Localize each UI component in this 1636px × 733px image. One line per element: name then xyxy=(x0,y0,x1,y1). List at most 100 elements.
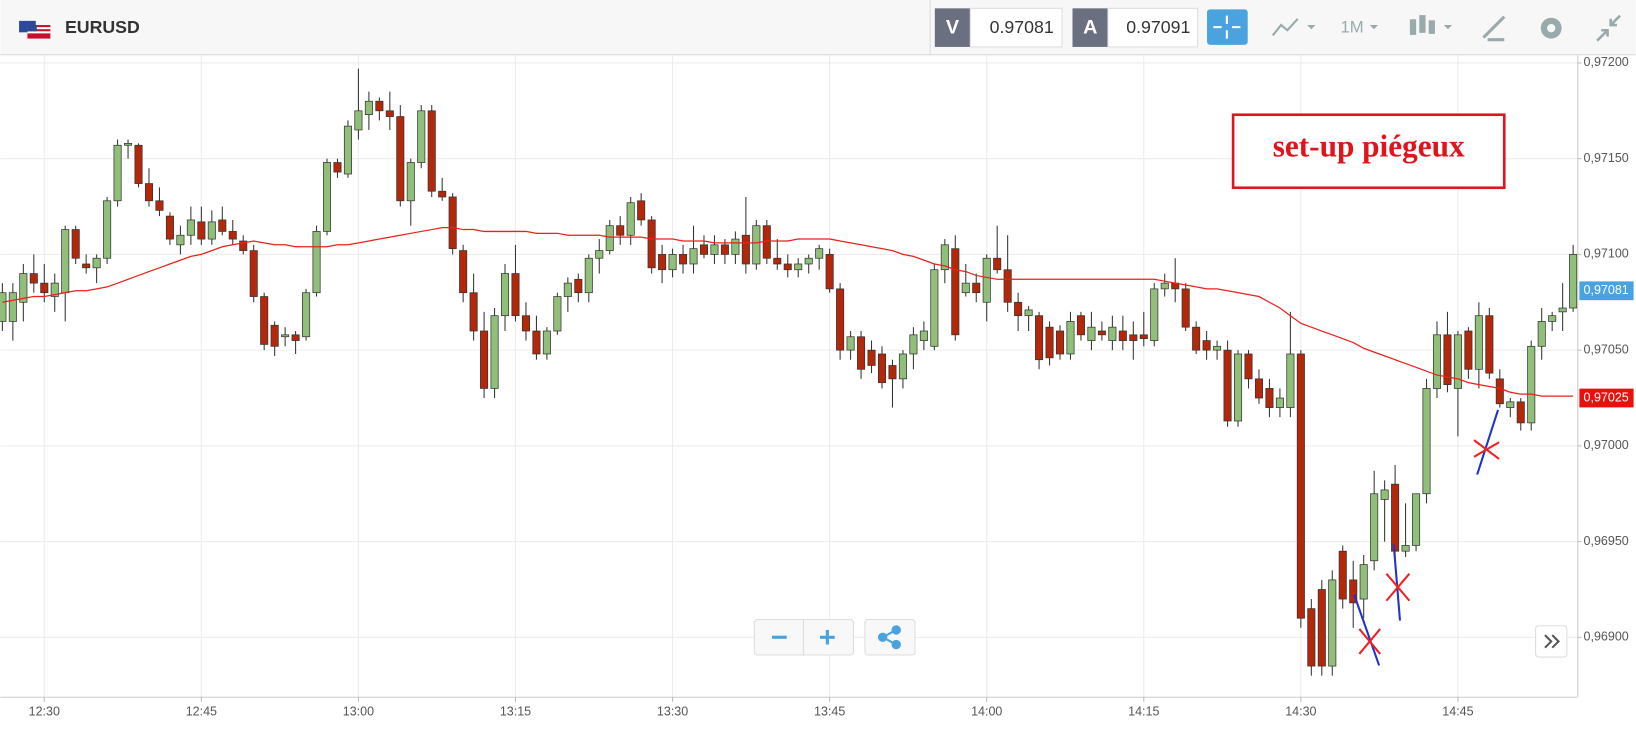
candle-body xyxy=(1066,321,1075,355)
candle-body xyxy=(1432,334,1442,389)
collapse-button[interactable] xyxy=(1596,14,1621,42)
candle-body xyxy=(951,248,960,336)
price-marker xyxy=(1579,388,1634,408)
candle-body xyxy=(1296,353,1305,619)
candle-body xyxy=(940,244,949,271)
moving-average xyxy=(2,226,1574,397)
candle-body xyxy=(595,250,604,259)
candle-body xyxy=(877,353,887,384)
candle-body xyxy=(29,273,38,284)
candle-body xyxy=(1338,550,1347,600)
candle-body xyxy=(1087,326,1096,341)
candle-body xyxy=(1495,378,1504,405)
candle-body xyxy=(92,257,101,269)
candle-body xyxy=(113,144,122,202)
candle-body xyxy=(343,125,352,175)
candle-body xyxy=(1045,326,1054,359)
scroll-right-button[interactable] xyxy=(1535,625,1568,658)
ask-label: A xyxy=(1083,16,1097,38)
candle-body xyxy=(1118,330,1127,341)
candle-body xyxy=(1485,315,1494,374)
crosshair-button[interactable] xyxy=(1207,9,1248,45)
candle-body xyxy=(553,296,562,332)
candle-body xyxy=(783,263,792,271)
candle-body xyxy=(19,273,28,303)
candles-button[interactable] xyxy=(1409,15,1453,35)
candle-body xyxy=(605,225,614,251)
candle-body xyxy=(710,244,719,255)
candle-body xyxy=(1569,254,1578,309)
candle-body xyxy=(291,334,300,341)
candle-body xyxy=(1139,334,1148,340)
candle-body xyxy=(898,353,907,380)
candle-body xyxy=(61,229,70,294)
candle-body xyxy=(0,292,7,322)
candle-body xyxy=(1150,288,1159,341)
candle-body xyxy=(867,349,876,366)
candle-body xyxy=(658,254,667,271)
draw-button[interactable] xyxy=(1482,15,1506,42)
candle-body xyxy=(741,234,750,265)
flag-icon xyxy=(19,20,51,39)
y-tick-label: 0,97150 xyxy=(1584,151,1629,165)
zoom-in-button[interactable] xyxy=(820,629,835,645)
candle-body xyxy=(375,100,384,112)
ask-box xyxy=(1107,7,1199,48)
candle-body xyxy=(417,110,426,163)
candle-body xyxy=(1370,493,1379,562)
y-tick-label: 0,97200 xyxy=(1584,55,1629,69)
candle-body xyxy=(103,200,112,259)
ask-badge xyxy=(1072,8,1108,47)
candle-body xyxy=(1506,401,1515,408)
candle-body xyxy=(1464,330,1473,370)
candle-body xyxy=(1317,589,1326,667)
candle-body xyxy=(448,196,457,250)
candle-body xyxy=(333,162,342,173)
chart-type-button[interactable] xyxy=(1271,18,1316,37)
candle-body xyxy=(574,278,583,294)
candle-body xyxy=(794,263,803,271)
candle-body xyxy=(1244,353,1253,380)
candle-body xyxy=(239,240,248,251)
candle-body xyxy=(50,282,59,297)
candle-body xyxy=(846,336,855,351)
candle-body xyxy=(155,200,164,211)
candle-body xyxy=(616,225,625,236)
candle-body xyxy=(563,282,572,297)
candle-body xyxy=(1181,288,1190,328)
settings-button[interactable] xyxy=(1540,17,1562,39)
x-tick-label: 13:15 xyxy=(500,705,531,719)
candle-body xyxy=(857,336,866,370)
candle-body xyxy=(124,142,133,146)
share-button[interactable] xyxy=(877,625,901,650)
candle-body xyxy=(197,221,206,240)
candle-body xyxy=(364,100,373,115)
candle-body xyxy=(281,334,290,338)
candle-body xyxy=(144,183,154,202)
candle-body xyxy=(8,292,17,322)
timeframe-button[interactable]: 1M xyxy=(1341,18,1379,37)
candle-body xyxy=(1527,345,1536,424)
x-tick-label: 14:00 xyxy=(971,705,1002,719)
candle-body xyxy=(1055,330,1065,355)
candle-body xyxy=(1286,353,1295,408)
divider xyxy=(929,0,931,55)
x-tick-label: 12:45 xyxy=(186,705,217,719)
candle-body xyxy=(637,200,646,221)
timeframe[interactable]: 1M xyxy=(1341,18,1364,37)
candle-body xyxy=(40,282,49,294)
candle-body xyxy=(165,215,174,240)
candle-body xyxy=(982,257,991,303)
candle-body xyxy=(1014,301,1023,317)
bid-box xyxy=(969,7,1063,48)
candle-body xyxy=(1537,321,1546,347)
candle-body xyxy=(1202,340,1211,351)
candle-body xyxy=(689,248,698,265)
candle-body xyxy=(993,257,1002,271)
x-tick-label: 12:30 xyxy=(29,705,60,719)
candle-body xyxy=(207,221,216,240)
candle-body xyxy=(1108,326,1117,341)
candle-body xyxy=(385,110,394,117)
candle-body xyxy=(459,250,468,294)
candle-body xyxy=(1349,579,1358,604)
